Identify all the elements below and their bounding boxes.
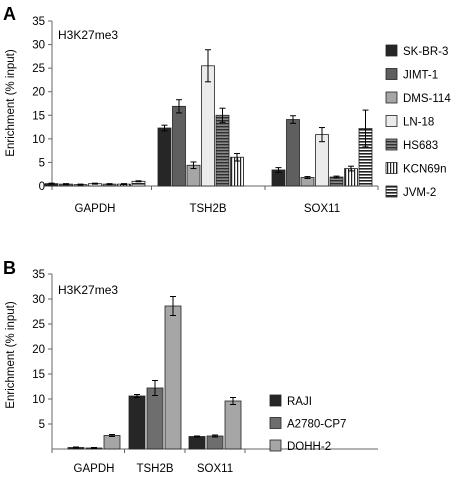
legend-swatch	[385, 162, 398, 174]
legend-label: HS683	[403, 140, 438, 152]
legend-swatch	[385, 138, 398, 151]
y-tick-label: 30	[32, 40, 45, 52]
y-tick-label: 20	[32, 87, 45, 99]
y-tick-label: 35	[32, 269, 45, 281]
y-tick-label: 15	[32, 369, 45, 381]
bar	[215, 114, 230, 187]
y-tick-label: 5	[39, 419, 45, 431]
legend-label: LN-18	[403, 117, 434, 129]
legend-swatch	[269, 439, 282, 452]
bar	[201, 65, 215, 187]
category-label: GAPDH	[74, 463, 115, 475]
bar	[146, 387, 164, 450]
legend-label: JIMT-1	[403, 70, 438, 82]
category-label: SOX11	[197, 463, 233, 475]
panel-label: A	[3, 4, 16, 24]
y-tick-label: 35	[32, 16, 45, 28]
y-tick-label: 30	[32, 294, 45, 306]
panel-b-chart: B H3K27me3 Enrichment (% input) 5 10 15 20 25 30…	[3, 258, 378, 475]
y-axis-label: Enrichment (% input)	[5, 301, 17, 409]
panel-a-chart: A H3K27me3 Enrichment (% input) 0 5 10 15 20 25 3…	[3, 4, 451, 215]
bar	[172, 105, 186, 187]
y-tick-label: 10	[32, 394, 45, 406]
legend-label: RAJI	[287, 396, 312, 408]
legend-label: DMS-114	[403, 93, 451, 105]
bar	[224, 400, 242, 450]
bar	[157, 127, 172, 187]
y-tick-label: 25	[32, 63, 45, 75]
panel-label: B	[3, 258, 16, 278]
legend-swatch	[385, 44, 398, 57]
bar	[164, 305, 182, 450]
y-tick-label: 0	[39, 181, 45, 193]
y-tick-label: 15	[32, 110, 45, 122]
category-label: TSH2B	[136, 463, 173, 475]
legend-swatch	[385, 185, 398, 198]
chart-title: H3K27me3	[58, 28, 118, 42]
y-tick-label: 25	[32, 319, 45, 331]
category-label: GAPDH	[75, 203, 116, 215]
y-axis-label: Enrichment (% input)	[5, 49, 17, 157]
legend-label: SK-BR-3	[403, 46, 448, 58]
bar	[206, 435, 224, 450]
bar	[230, 156, 244, 187]
y-tick-label: 5	[39, 157, 45, 169]
legend-label: KCN69n	[403, 164, 446, 176]
y-tick-label: 10	[32, 134, 45, 146]
legend-swatch	[385, 115, 398, 127]
legend-label: JVM-2	[403, 187, 436, 199]
category-label: TSH2B	[189, 203, 226, 215]
legend-swatch	[385, 68, 398, 80]
legend-swatch	[269, 417, 282, 429]
legend-label: A2780-CP7	[287, 419, 346, 431]
legend-swatch	[269, 394, 282, 407]
bar	[315, 134, 329, 187]
legend-label: DOHH-2	[287, 441, 331, 453]
legend-swatch	[385, 91, 398, 104]
bar	[286, 119, 300, 187]
bar	[128, 395, 146, 450]
bar	[188, 436, 206, 450]
y-tick-label: 20	[32, 344, 45, 356]
category-label: SOX11	[304, 203, 340, 215]
chart-title: H3K27me3	[58, 283, 118, 297]
bar	[103, 435, 121, 450]
